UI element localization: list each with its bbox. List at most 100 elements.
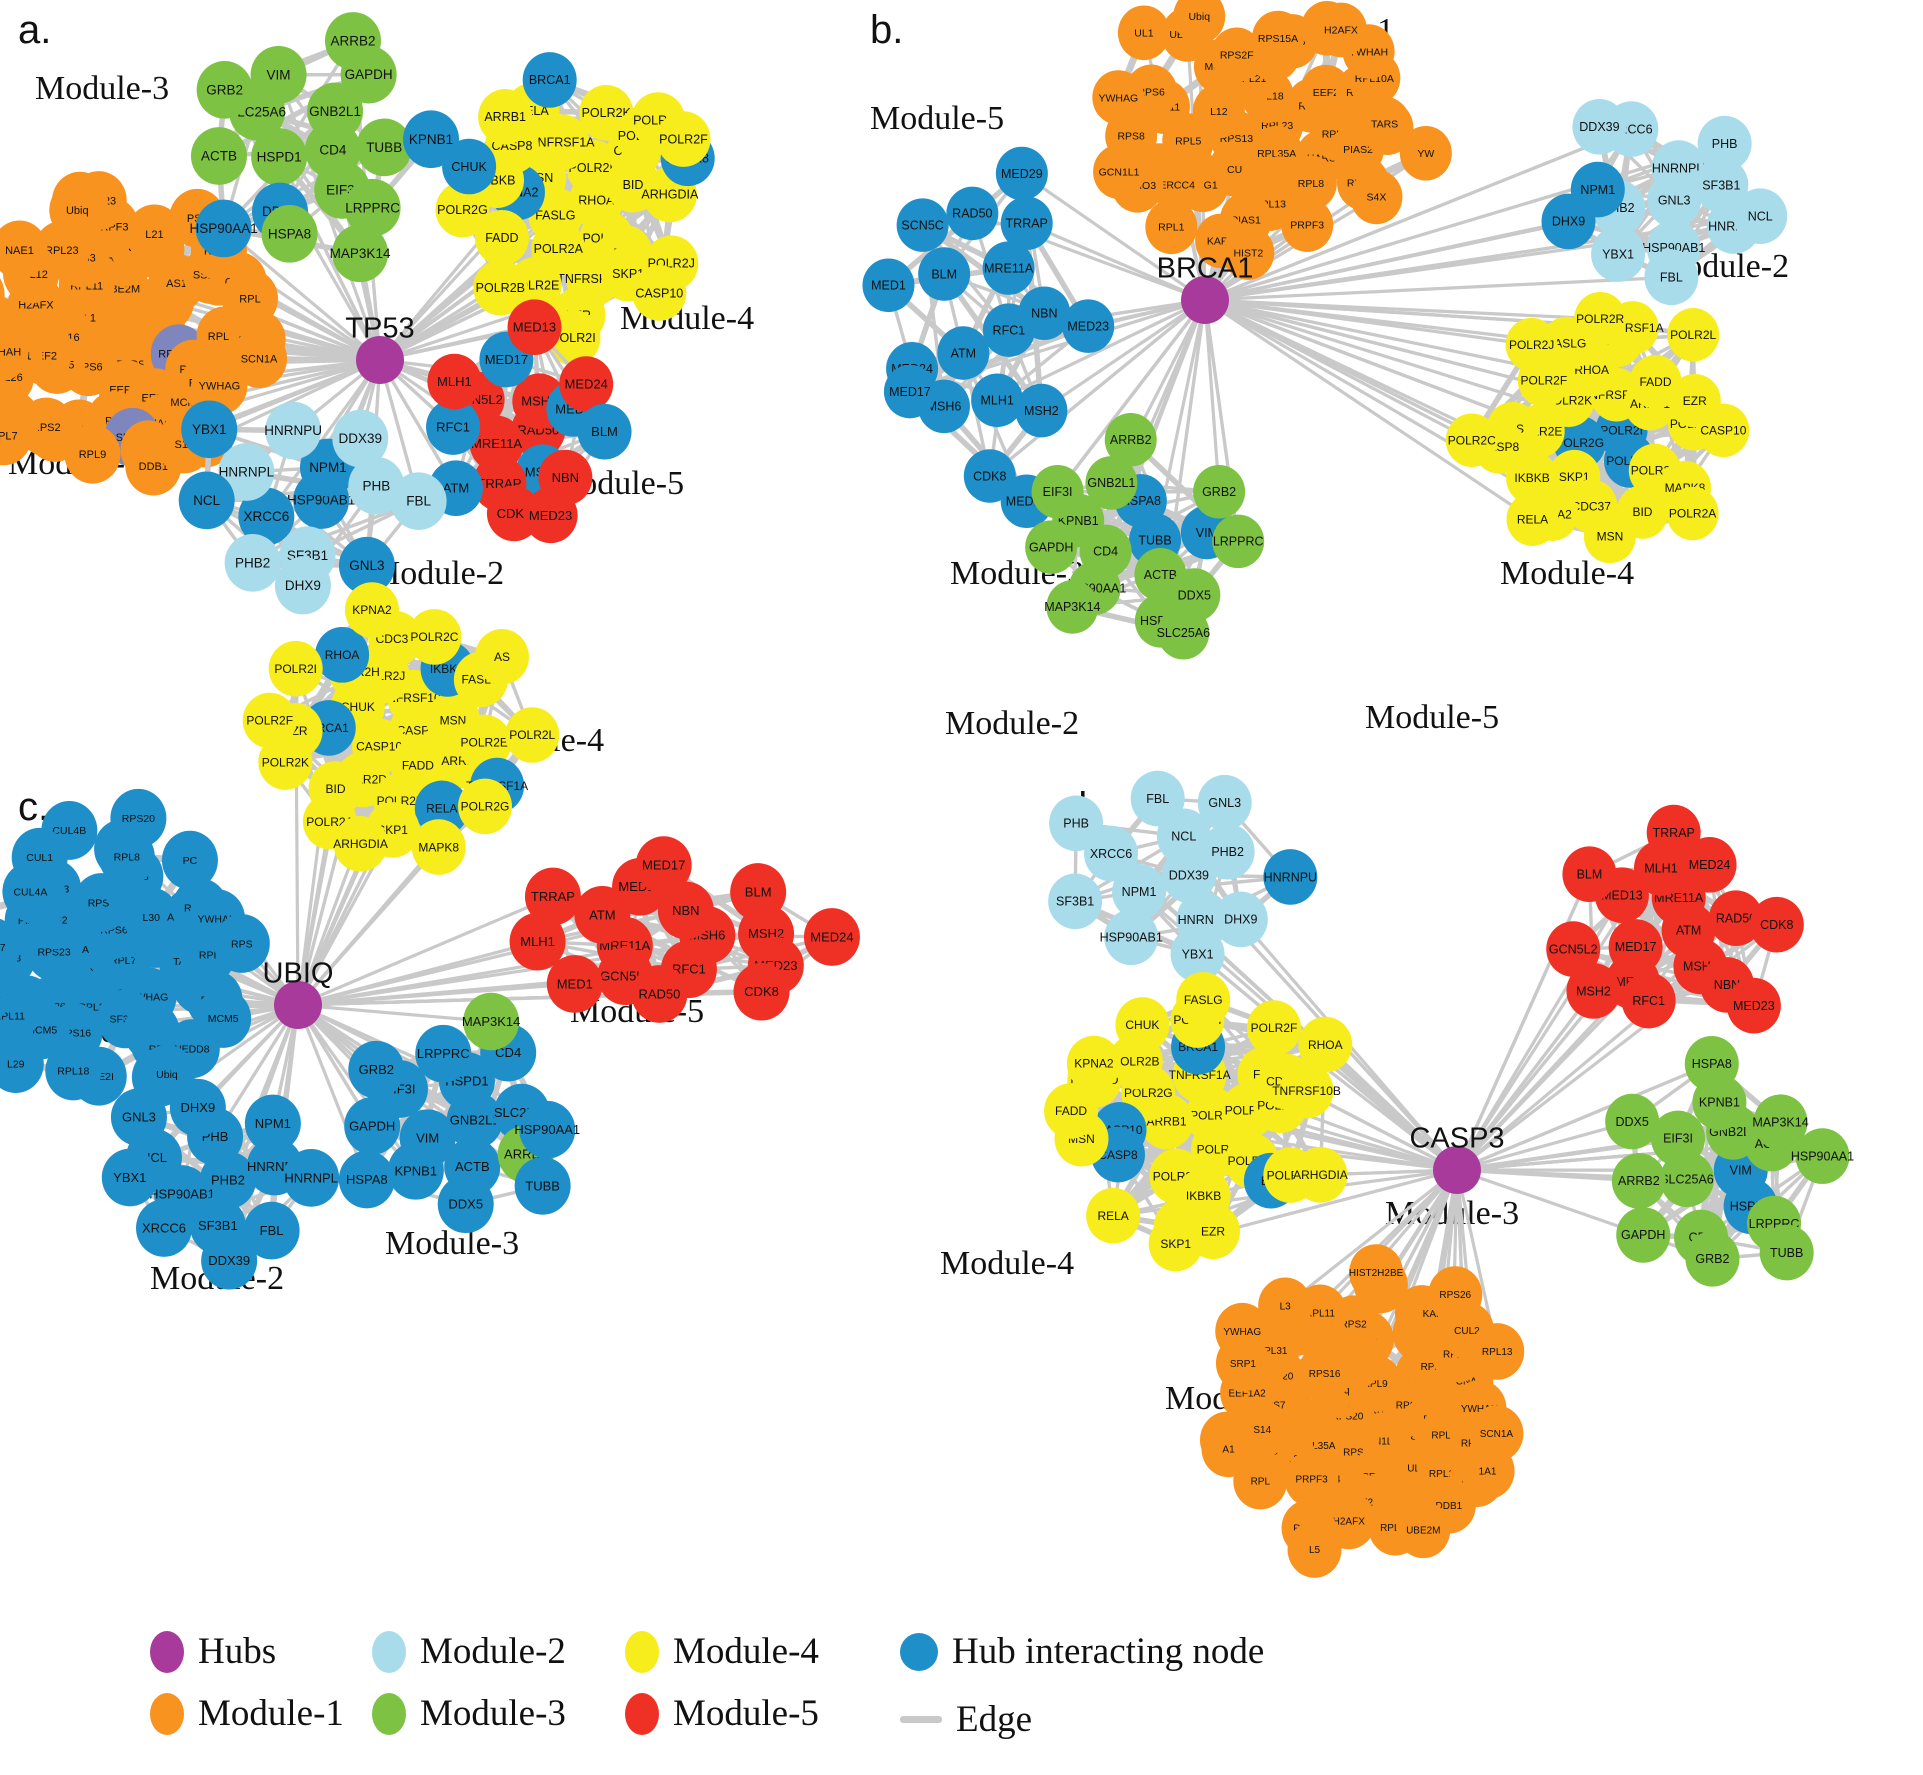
network-node[interactable]: YWHAG: [191, 356, 248, 415]
network-node[interactable]: ARHGDIA: [333, 816, 388, 872]
network-node[interactable]: A1: [1201, 1420, 1256, 1478]
network-node[interactable]: FBL: [390, 472, 447, 530]
network-node[interactable]: MED23: [1062, 299, 1115, 353]
network-node[interactable]: MED24: [559, 356, 614, 412]
network-node[interactable]: L29: [0, 1034, 44, 1093]
network-node[interactable]: ARHGDIA: [641, 166, 699, 223]
network-node[interactable]: ARRB2: [325, 12, 382, 70]
network-node[interactable]: HNRNPL: [283, 1149, 340, 1207]
network-node[interactable]: DDX39: [201, 1231, 258, 1290]
network-node[interactable]: SCN5C: [896, 198, 949, 252]
network-node[interactable]: RPS4X: [0, 965, 12, 1024]
network-node[interactable]: RPS2F: [1210, 27, 1263, 83]
network-node[interactable]: DDX5: [1605, 1093, 1660, 1150]
network-node[interactable]: YW: [1399, 125, 1452, 181]
network-node[interactable]: MED13: [507, 299, 562, 355]
network-node[interactable]: YBX1: [1591, 226, 1646, 282]
network-node[interactable]: BLM: [918, 247, 971, 301]
network-node[interactable]: TRRAP: [524, 867, 581, 926]
network-node[interactable]: MAP3K14: [462, 992, 521, 1051]
network-node[interactable]: RELA: [1506, 492, 1559, 546]
network-node[interactable]: PHB2: [1200, 823, 1255, 880]
network-node[interactable]: POLR2A: [1666, 486, 1719, 541]
network-node[interactable]: RPS20: [110, 788, 167, 848]
network-node[interactable]: GNB2L1: [1085, 456, 1138, 510]
network-node[interactable]: POLR2F: [656, 111, 711, 167]
network-node[interactable]: MCM5: [195, 989, 252, 1048]
network-node[interactable]: YBX1: [101, 1148, 158, 1207]
network-node[interactable]: RPS: [213, 914, 270, 973]
network-node[interactable]: RPL: [222, 269, 279, 329]
network-node[interactable]: LRPPRC: [344, 178, 401, 237]
network-node[interactable]: BRCA1: [522, 52, 577, 108]
network-node[interactable]: EIF3I: [1651, 1110, 1706, 1167]
network-node[interactable]: CDK8: [733, 962, 790, 1021]
network-node[interactable]: S4X: [1350, 169, 1403, 225]
network-node[interactable]: NBN: [1018, 286, 1071, 341]
network-node[interactable]: POLR2F: [1246, 1000, 1301, 1056]
network-node[interactable]: GNL3: [110, 1088, 167, 1147]
network-node[interactable]: HIST2: [1222, 225, 1275, 280]
network-node[interactable]: CI: [0, 294, 20, 353]
network-node[interactable]: CDK8: [963, 449, 1016, 503]
network-node[interactable]: MED24: [803, 908, 860, 966]
network-node[interactable]: NBN: [657, 881, 714, 940]
network-node[interactable]: HSP90AA1: [1791, 1128, 1854, 1184]
network-node[interactable]: MAP3K14: [330, 224, 391, 283]
network-node[interactable]: H2AFX: [1314, 2, 1367, 58]
network-node[interactable]: TRRAP: [1646, 804, 1701, 861]
network-node[interactable]: HSP90AB1: [1100, 909, 1163, 966]
network-node[interactable]: UBE2M: [1396, 1501, 1451, 1559]
network-node[interactable]: HNRNPU: [264, 401, 322, 460]
network-node[interactable]: RHOA: [315, 627, 370, 683]
network-node[interactable]: POLR2I: [268, 640, 323, 697]
network-node[interactable]: PHB2: [199, 1151, 256, 1210]
network-node[interactable]: MAPK8: [411, 819, 466, 875]
network-node[interactable]: CUL1: [11, 827, 68, 887]
network-node[interactable]: PRPF3: [1281, 197, 1334, 253]
network-node[interactable]: RHOA: [1298, 1016, 1353, 1073]
network-node[interactable]: GCN1L1: [1093, 144, 1146, 200]
network-node[interactable]: CDK8: [1749, 896, 1804, 953]
network-node[interactable]: POLR2J: [1505, 317, 1558, 372]
network-node[interactable]: YBX1: [1170, 926, 1225, 983]
network-node[interactable]: CHUK: [442, 138, 497, 195]
network-node[interactable]: RPL7: [0, 406, 32, 466]
network-node[interactable]: Ubiq: [49, 180, 106, 240]
network-node[interactable]: PHB: [1697, 115, 1752, 172]
network-node[interactable]: PHB: [348, 456, 405, 515]
network-node[interactable]: DDX39: [332, 409, 389, 468]
network-node[interactable]: MED1: [546, 955, 603, 1013]
network-node[interactable]: GRB2: [348, 1040, 405, 1099]
hub-node[interactable]: BRCA1: [1157, 253, 1254, 324]
network-node[interactable]: HSPD1: [251, 128, 308, 186]
network-node[interactable]: XRCC6: [238, 487, 295, 546]
network-node[interactable]: RPL7: [0, 918, 21, 977]
network-node[interactable]: MED29: [995, 146, 1048, 201]
network-node[interactable]: TUBB: [1759, 1224, 1814, 1281]
network-node[interactable]: MAP3K14: [1044, 580, 1101, 634]
network-node[interactable]: HNRNPU: [1651, 140, 1706, 196]
network-node[interactable]: 1A1: [1460, 1442, 1515, 1500]
network-node[interactable]: FADD: [474, 209, 529, 266]
network-node[interactable]: GRB2: [196, 61, 253, 119]
network-node[interactable]: VIM: [250, 45, 307, 104]
network-node[interactable]: LRPPRC: [1212, 514, 1265, 569]
network-node[interactable]: POLR2C: [407, 609, 462, 665]
network-node[interactable]: GNL3: [1197, 774, 1252, 831]
network-node[interactable]: HSPA8: [338, 1150, 395, 1209]
network-node[interactable]: TNFRSF10B: [1272, 1062, 1341, 1119]
network-node[interactable]: GAPDH: [1025, 520, 1078, 574]
network-node[interactable]: KPNA2: [344, 582, 399, 638]
network-node[interactable]: FADD: [1044, 1083, 1099, 1139]
network-node[interactable]: YWHAG: [1092, 70, 1145, 125]
network-node[interactable]: DDX5: [437, 1175, 494, 1234]
network-node[interactable]: POLR2L: [1667, 308, 1720, 362]
network-node[interactable]: MSH2: [1015, 383, 1068, 438]
network-node[interactable]: POLR2R: [1574, 292, 1627, 346]
network-node[interactable]: LRPPRC: [415, 1024, 472, 1083]
hub-node[interactable]: TP53: [345, 313, 415, 384]
network-node[interactable]: L5: [1287, 1521, 1342, 1578]
network-node[interactable]: MRE11A: [469, 415, 524, 472]
network-node[interactable]: SKP1: [1148, 1215, 1203, 1272]
